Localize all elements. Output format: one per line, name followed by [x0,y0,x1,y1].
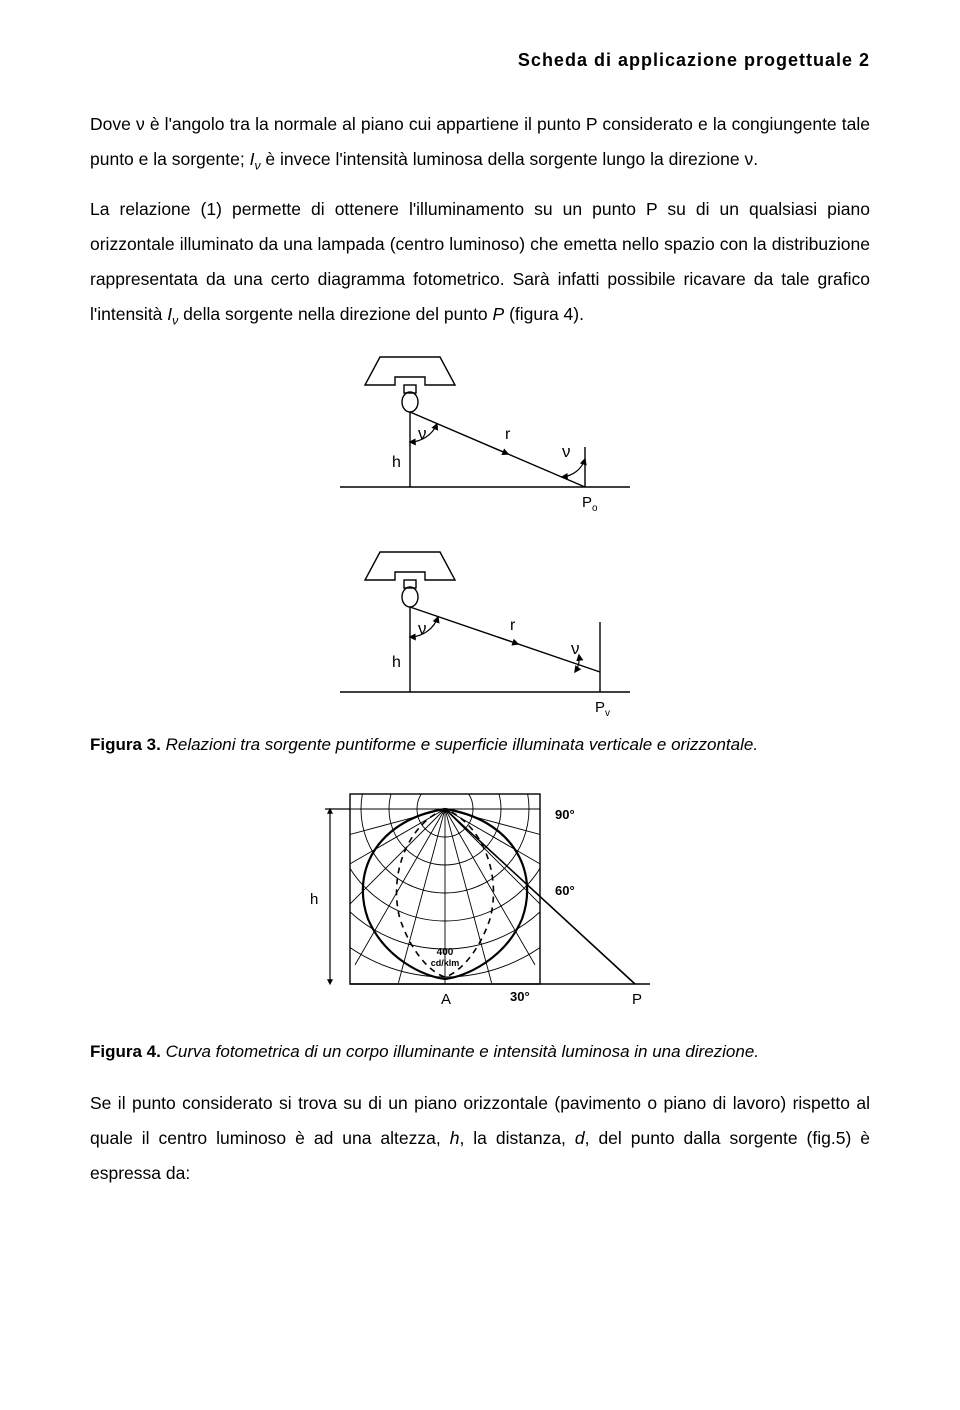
p2-text-b: della sorgente nella direzione del punto [178,304,492,324]
fig3-caption-lead: Figura 3. [90,735,161,754]
fig4-P: P [632,991,642,1008]
figure-4-caption: Figura 4. Curva fotometrica di un corpo … [90,1042,870,1062]
p1-text-b: è invece l'intensità luminosa della sorg… [261,149,759,169]
fig3-top-Po: Po [582,494,598,514]
p3-symbol-d: d [575,1128,585,1148]
fig4-deg30: 30° [510,989,530,1004]
fig3-diagram-bottom: ν ν r h Pv [340,552,630,719]
figure-3-caption: Figura 3. Relazioni tra sorgente puntifo… [90,735,870,755]
fig3-diagram-top: ν ν r h Po [340,357,630,514]
fig4-deg60: 60° [555,883,575,898]
fig3-top-h: h [392,454,401,471]
fig3-bot-Pv: Pv [595,699,610,719]
fig4-cd-unit: cd/klm [431,958,460,968]
p2-text-d: (figura 4). [504,304,584,324]
page: Scheda di applicazione progettuale 2 Dov… [0,0,960,1410]
fig3-bot-h: h [392,654,401,671]
figure-3: ν ν r h Po [90,347,870,727]
fig3-bot-nu1: ν [418,619,427,638]
page-header-title: Scheda di applicazione progettuale 2 [90,50,870,71]
fig4-caption-rest: Curva fotometrica di un corpo illuminant… [161,1042,759,1061]
p3-symbol-h: h [450,1128,460,1148]
fig4-h: h [310,891,318,908]
fig3-top-nu2: ν [562,442,571,461]
fig4-deg90: 90° [555,807,575,822]
fig3-bot-nu2: ν [571,639,580,658]
fig4-caption-lead: Figura 4. [90,1042,161,1061]
p2-symbol-P: P [493,304,505,324]
paragraph-3: Se il punto considerato si trova su di u… [90,1086,870,1191]
fig4-A: A [441,991,451,1008]
fig4-cd-value: 400 [437,947,454,958]
figure-3-svg: ν ν r h Po [270,347,690,727]
fig3-top-r: r [505,426,511,443]
fig3-bot-r: r [510,617,516,634]
paragraph-2: La relazione (1) permette di ottenere l'… [90,192,870,333]
figure-4-svg: 400 cd/klm 90° 60° 30° h A P [220,779,740,1034]
fig3-top-nu1: ν [418,424,427,443]
figure-4: 400 cd/klm 90° 60° 30° h A P [90,779,870,1034]
paragraph-1: Dove ν è l'angolo tra la normale al pian… [90,107,870,178]
p3-text-b: , la distanza, [459,1128,574,1148]
fig3-caption-rest: Relazioni tra sorgente puntiforme e supe… [161,735,758,754]
